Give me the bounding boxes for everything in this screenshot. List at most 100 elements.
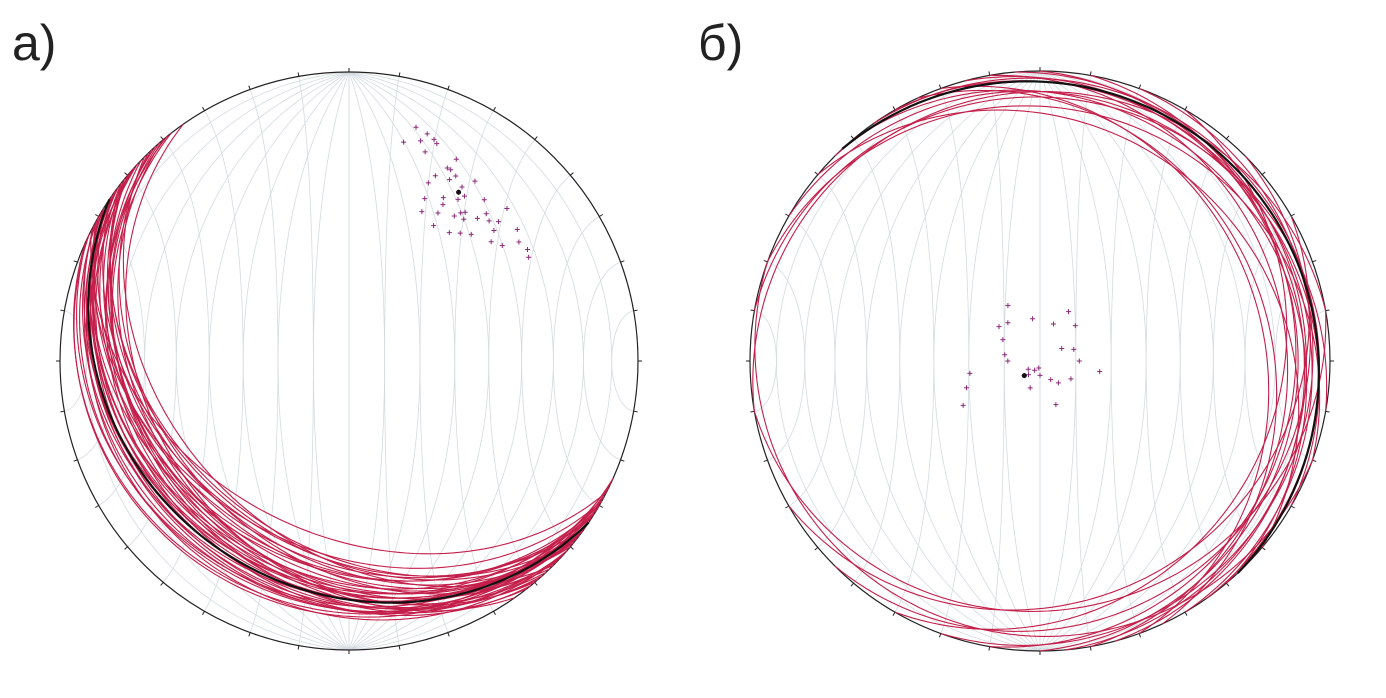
- great-circle: [87, 190, 584, 609]
- pole-point: [422, 149, 428, 155]
- great-circle: [89, 199, 589, 599]
- great-circle: [104, 136, 532, 617]
- pole-point: [431, 136, 437, 142]
- pole-point: [1026, 372, 1031, 378]
- rim-tick: [892, 106, 896, 111]
- rim-tick: [534, 582, 538, 586]
- pole-point: [514, 227, 520, 233]
- rim-tick: [850, 135, 854, 140]
- pole-point: [1050, 321, 1056, 327]
- pole-point: [453, 173, 459, 179]
- great-circle: [940, 85, 1270, 634]
- great-circle: [989, 74, 1289, 648]
- pole-point: [1072, 323, 1078, 329]
- pole-point: [459, 184, 465, 190]
- rim-tick: [160, 136, 164, 140]
- pole-point: [1048, 377, 1054, 383]
- great-circle: [109, 178, 574, 581]
- pole-point: [431, 223, 437, 229]
- rim-tick: [248, 632, 251, 637]
- pole-point: [401, 139, 407, 145]
- net-grid: [1039, 70, 1214, 652]
- pole-point: [1037, 372, 1043, 378]
- rim-tick: [447, 632, 450, 637]
- great-circle: [817, 109, 1300, 548]
- rim-tick: [988, 71, 991, 76]
- net-grid: [1179, 138, 1227, 584]
- pole-point: [448, 167, 454, 173]
- pole-point: [1005, 302, 1011, 308]
- net-grid: [521, 174, 571, 548]
- great-circle: [76, 238, 612, 608]
- pole-point: [967, 370, 973, 376]
- net-grid: [989, 75, 1005, 647]
- net-grid: [754, 310, 777, 412]
- net-grid: [348, 71, 584, 651]
- pole-point: [474, 215, 480, 221]
- net-grid: [1039, 70, 1077, 652]
- rim-tick: [785, 505, 790, 509]
- rim-tick: [570, 172, 574, 176]
- great-circle: [109, 182, 577, 578]
- rim-tick: [892, 611, 896, 616]
- great-circle: [917, 89, 1278, 625]
- rim-tick: [1089, 71, 1092, 76]
- pole-point: [440, 202, 446, 208]
- pole-point: [1055, 380, 1061, 386]
- pole-point: [418, 138, 424, 144]
- rim-tick: [763, 259, 768, 263]
- net-grid: [788, 215, 836, 507]
- great-circle: [767, 105, 1321, 461]
- rim-tick: [785, 213, 790, 217]
- net-grid: [454, 110, 494, 612]
- pole-point: [446, 230, 452, 236]
- stereonet: а): [12, 15, 642, 654]
- rim-tick: [398, 645, 401, 650]
- rim-tick: [1226, 135, 1230, 140]
- rim-tick: [1261, 171, 1266, 175]
- net-grid: [611, 310, 634, 412]
- rim-tick: [814, 171, 819, 175]
- great-circle: [83, 225, 605, 595]
- rim-tick: [938, 84, 942, 89]
- pole-point: [451, 213, 457, 219]
- mean-point: [1021, 373, 1027, 379]
- net-grid: [775, 70, 1041, 652]
- great-circle: [873, 77, 1321, 600]
- rim-tick: [1261, 547, 1266, 551]
- pole-point: [432, 173, 438, 179]
- rim-tick: [750, 410, 755, 413]
- net-grid: [488, 139, 536, 583]
- net-grid: [348, 71, 613, 651]
- pole-point: [461, 216, 467, 222]
- rim-tick: [1089, 646, 1092, 651]
- pole-point: [425, 180, 431, 186]
- rim-tick: [60, 410, 65, 413]
- rim-tick: [988, 646, 991, 651]
- net-grid: [817, 174, 868, 548]
- pole-point: [461, 193, 467, 199]
- great-circle: [97, 203, 592, 579]
- rim-tick: [398, 72, 401, 77]
- pole-point: [1068, 376, 1074, 382]
- pole-point: [457, 230, 463, 236]
- great-circle: [103, 178, 574, 592]
- net-grid: [894, 109, 935, 613]
- rim-tick: [1184, 611, 1188, 616]
- pole-point: [1002, 352, 1008, 358]
- mean-great-circle: [87, 198, 590, 604]
- pole-point: [960, 402, 966, 408]
- panel-label: б): [698, 15, 743, 71]
- rim-tick: [1325, 309, 1330, 312]
- rim-tick: [202, 611, 205, 615]
- rim-tick: [633, 309, 638, 312]
- rim-tick: [633, 410, 638, 413]
- net-grid: [64, 310, 87, 412]
- great-circle: [754, 261, 1314, 637]
- great-circle: [122, 156, 554, 588]
- great-circle: [125, 123, 515, 612]
- rim-tick: [1312, 259, 1317, 263]
- rim-tick: [620, 459, 625, 462]
- rim-tick: [248, 85, 251, 90]
